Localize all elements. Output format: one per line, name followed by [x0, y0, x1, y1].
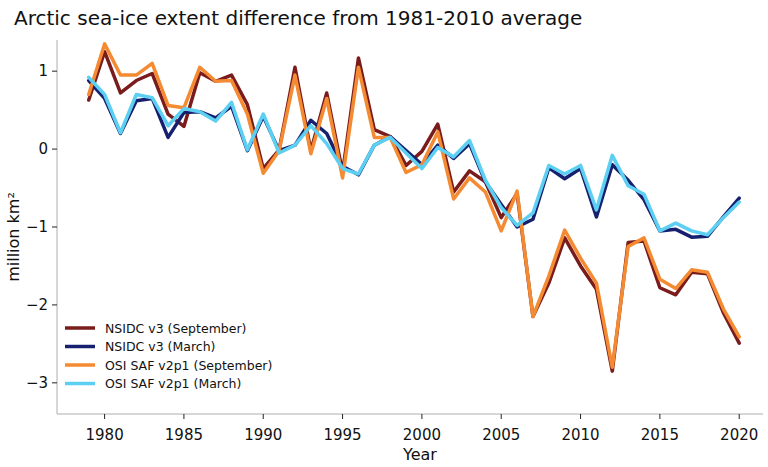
x-axis-label: Year	[402, 445, 437, 464]
x-tick	[501, 414, 502, 419]
legend-swatch	[65, 345, 95, 349]
y-tick-label: 1	[38, 62, 48, 80]
y-tick-label: 0	[38, 140, 48, 158]
x-axis-line	[57, 414, 763, 415]
y-tick	[52, 382, 57, 383]
y-axis-label: million km²	[4, 192, 23, 282]
x-tick	[342, 414, 343, 419]
x-tick-label: 2005	[482, 426, 520, 444]
x-tick	[580, 414, 581, 419]
title: Arctic sea-ice extent difference from 19…	[14, 6, 582, 30]
legend-swatch	[65, 382, 95, 386]
y-tick	[52, 71, 57, 72]
legend-swatch	[65, 363, 95, 367]
series-line	[89, 77, 739, 234]
series-line	[89, 44, 739, 367]
x-tick	[421, 414, 422, 419]
legend-label: OSI SAF v2p1 (March)	[105, 376, 241, 391]
x-tick	[263, 414, 264, 419]
x-tick-label: 1995	[323, 426, 361, 444]
chart: Arctic sea-ice extent difference from 19…	[0, 0, 768, 467]
legend-swatch	[65, 326, 95, 330]
x-tick-label: 1985	[165, 426, 203, 444]
x-tick-label: 2010	[561, 426, 599, 444]
legend-label: NSIDC v3 (September)	[105, 321, 246, 336]
x-tick-label: 2020	[720, 426, 758, 444]
y-tick-label: −1	[26, 218, 48, 236]
y-tick-label: −3	[26, 374, 48, 392]
x-tick	[659, 414, 660, 419]
x-tick	[183, 414, 184, 419]
legend-label: OSI SAF v2p1 (September)	[105, 358, 272, 373]
legend-label: NSIDC v3 (March)	[105, 339, 215, 354]
y-tick	[52, 304, 57, 305]
x-tick-label: 1980	[86, 426, 124, 444]
y-tick-label: −2	[26, 296, 48, 314]
x-tick	[104, 414, 105, 419]
y-tick	[52, 227, 57, 228]
x-tick-label: 2000	[403, 426, 441, 444]
plot-area	[89, 44, 739, 371]
x-tick	[739, 414, 740, 419]
x-tick-label: 2015	[641, 426, 679, 444]
x-tick-label: 1990	[244, 426, 282, 444]
y-tick	[52, 149, 57, 150]
